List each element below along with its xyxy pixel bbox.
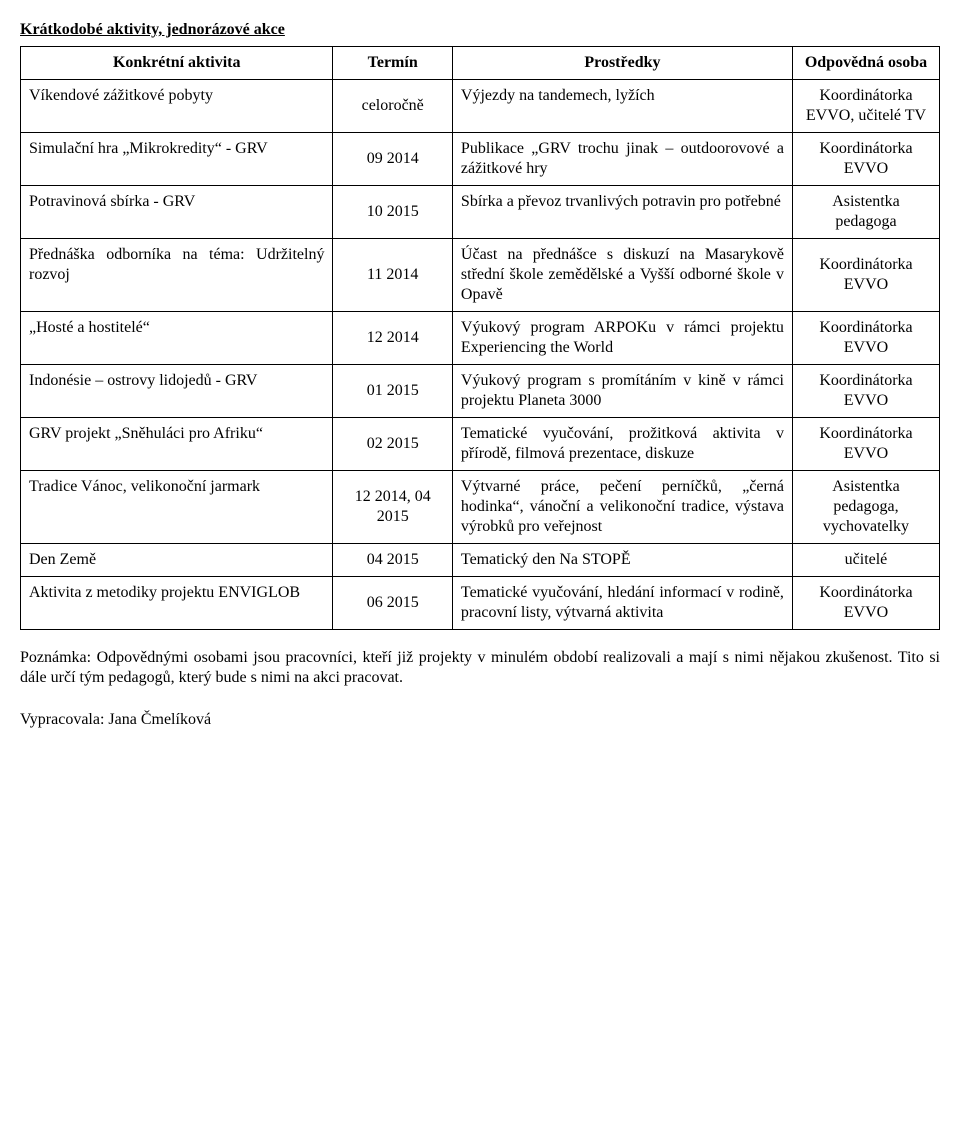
cell-means: Výjezdy na tandemech, lyžích bbox=[452, 80, 792, 133]
cell-activity: Aktivita z metodiky projektu ENVIGLOB bbox=[21, 577, 333, 630]
cell-means: Výukový program s promítáním v kině v rá… bbox=[452, 365, 792, 418]
cell-responsible: Asistentka pedagoga bbox=[792, 186, 939, 239]
cell-activity: GRV projekt „Sněhuláci pro Afriku“ bbox=[21, 418, 333, 471]
cell-term: 11 2014 bbox=[333, 239, 452, 312]
table-row: „Hosté a hostitelé“ 12 2014 Výukový prog… bbox=[21, 312, 940, 365]
table-header-row: Konkrétní aktivita Termín Prostředky Odp… bbox=[21, 47, 940, 80]
cell-means: Výtvarné práce, pečení perníčků, „černá … bbox=[452, 471, 792, 544]
cell-activity: „Hosté a hostitelé“ bbox=[21, 312, 333, 365]
table-row: GRV projekt „Sněhuláci pro Afriku“ 02 20… bbox=[21, 418, 940, 471]
table-row: Potravinová sbírka - GRV 10 2015 Sbírka … bbox=[21, 186, 940, 239]
cell-means: Tematický den Na STOPĚ bbox=[452, 544, 792, 577]
cell-means: Tematické vyučování, prožitková aktivita… bbox=[452, 418, 792, 471]
table-row: Indonésie – ostrovy lidojedů - GRV 01 20… bbox=[21, 365, 940, 418]
cell-means: Výukový program ARPOKu v rámci projektu … bbox=[452, 312, 792, 365]
table-row: Přednáška odborníka na téma: Udržitelný … bbox=[21, 239, 940, 312]
author-line: Vypracovala: Jana Čmelíková bbox=[20, 710, 940, 730]
cell-responsible: Asistentka pedagoga, vychovatelky bbox=[792, 471, 939, 544]
cell-means: Účast na přednášce s diskuzí na Masaryko… bbox=[452, 239, 792, 312]
table-row: Aktivita z metodiky projektu ENVIGLOB 06… bbox=[21, 577, 940, 630]
cell-responsible: Koordinátorka EVVO bbox=[792, 418, 939, 471]
cell-activity: Tradice Vánoc, velikonoční jarmark bbox=[21, 471, 333, 544]
activities-table: Konkrétní aktivita Termín Prostředky Odp… bbox=[20, 46, 940, 630]
cell-term: 02 2015 bbox=[333, 418, 452, 471]
cell-term: 01 2015 bbox=[333, 365, 452, 418]
header-activity: Konkrétní aktivita bbox=[21, 47, 333, 80]
table-row: Víkendové zážitkové pobyty celoročně Výj… bbox=[21, 80, 940, 133]
table-row: Tradice Vánoc, velikonoční jarmark 12 20… bbox=[21, 471, 940, 544]
table-row: Den Země 04 2015 Tematický den Na STOPĚ … bbox=[21, 544, 940, 577]
cell-term: celoročně bbox=[333, 80, 452, 133]
cell-means: Publikace „GRV trochu jinak – outdoorovo… bbox=[452, 133, 792, 186]
cell-means: Sbírka a převoz trvanlivých potravin pro… bbox=[452, 186, 792, 239]
cell-responsible: Koordinátorka EVVO bbox=[792, 312, 939, 365]
table-row: Simulační hra „Mikrokredity“ - GRV 09 20… bbox=[21, 133, 940, 186]
header-responsible: Odpovědná osoba bbox=[792, 47, 939, 80]
cell-responsible: Koordinátorka EVVO bbox=[792, 577, 939, 630]
cell-term: 10 2015 bbox=[333, 186, 452, 239]
section-title: Krátkodobé aktivity, jednorázové akce bbox=[20, 20, 940, 40]
cell-activity: Simulační hra „Mikrokredity“ - GRV bbox=[21, 133, 333, 186]
cell-responsible: učitelé bbox=[792, 544, 939, 577]
cell-responsible: Koordinátorka EVVO bbox=[792, 365, 939, 418]
cell-responsible: Koordinátorka EVVO, učitelé TV bbox=[792, 80, 939, 133]
cell-term: 09 2014 bbox=[333, 133, 452, 186]
cell-term: 04 2015 bbox=[333, 544, 452, 577]
cell-activity: Víkendové zážitkové pobyty bbox=[21, 80, 333, 133]
cell-term: 12 2014, 04 2015 bbox=[333, 471, 452, 544]
cell-activity: Potravinová sbírka - GRV bbox=[21, 186, 333, 239]
cell-term: 12 2014 bbox=[333, 312, 452, 365]
cell-term: 06 2015 bbox=[333, 577, 452, 630]
cell-activity: Indonésie – ostrovy lidojedů - GRV bbox=[21, 365, 333, 418]
cell-responsible: Koordinátorka EVVO bbox=[792, 239, 939, 312]
footnote: Poznámka: Odpovědnými osobami jsou praco… bbox=[20, 648, 940, 688]
cell-means: Tematické vyučování, hledání informací v… bbox=[452, 577, 792, 630]
header-term: Termín bbox=[333, 47, 452, 80]
cell-activity: Den Země bbox=[21, 544, 333, 577]
cell-activity: Přednáška odborníka na téma: Udržitelný … bbox=[21, 239, 333, 312]
cell-responsible: Koordinátorka EVVO bbox=[792, 133, 939, 186]
header-means: Prostředky bbox=[452, 47, 792, 80]
